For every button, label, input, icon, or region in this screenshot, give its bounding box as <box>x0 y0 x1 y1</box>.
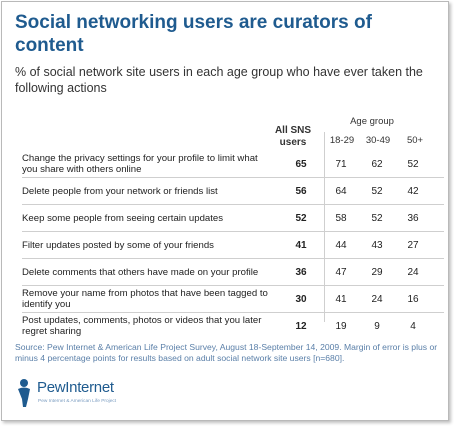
cell-50-plus: 27 <box>407 239 419 251</box>
cell-all-users: 65 <box>295 158 307 170</box>
cell-18-29: 44 <box>335 239 347 251</box>
cell-all-users: 30 <box>295 293 307 305</box>
chart-title: Social networking users are curators of … <box>15 12 372 56</box>
table-row: Remove your name from photos that have b… <box>22 286 444 313</box>
cell-30-49: 24 <box>371 293 383 305</box>
cell-30-49: 43 <box>371 239 383 251</box>
cell-all-users: 36 <box>295 266 307 278</box>
table-row: Delete comments that others have made on… <box>22 259 444 286</box>
table-row: Filter updates posted by some of your fr… <box>22 232 444 259</box>
cell-all-users: 41 <box>295 239 307 251</box>
cell-all-users: 12 <box>295 320 307 332</box>
cell-30-49: 9 <box>374 320 380 332</box>
cell-30-49: 52 <box>371 212 383 224</box>
column-header-18-29: 18-29 <box>329 135 355 146</box>
cell-all-users: 56 <box>295 185 307 197</box>
table-row: Change the privacy settings for your pro… <box>22 151 444 178</box>
cell-18-29: 19 <box>335 320 347 332</box>
cell-18-29: 58 <box>335 212 347 224</box>
cell-50-plus: 24 <box>407 266 419 278</box>
cell-18-29: 41 <box>335 293 347 305</box>
pew-internet-logo: PewInternet Pew Internet & American Life… <box>15 377 155 413</box>
row-label: Remove your name from photos that have b… <box>22 288 268 310</box>
column-header-30-49: 30-49 <box>365 135 391 146</box>
row-label: Delete people from your network or frien… <box>22 185 218 197</box>
logo-name: PewInternet <box>37 379 114 396</box>
row-label: Delete comments that others have made on… <box>22 266 259 278</box>
column-header-all: All SNS users <box>274 125 312 148</box>
row-label: Post updates, comments, photos or videos… <box>22 315 262 337</box>
cell-all-users: 52 <box>295 212 307 224</box>
chart-subtitle: % of social network site users in each a… <box>15 65 423 95</box>
column-divider <box>324 132 325 322</box>
cell-50-plus: 42 <box>407 185 419 197</box>
cell-50-plus: 36 <box>407 212 419 224</box>
cell-30-49: 52 <box>371 185 383 197</box>
table-row: Post updates, comments, photos or videos… <box>22 313 444 339</box>
cell-18-29: 64 <box>335 185 347 197</box>
cell-30-49: 29 <box>371 266 383 278</box>
cell-18-29: 47 <box>335 266 347 278</box>
table-row: Delete people from your network or frien… <box>22 178 444 205</box>
age-group-header: Age group <box>350 116 394 127</box>
person-icon <box>18 379 30 407</box>
row-label: Filter updates posted by some of your fr… <box>22 239 214 251</box>
cell-18-29: 71 <box>335 158 347 170</box>
cell-30-49: 62 <box>371 158 383 170</box>
table-row: Keep some people from seeing certain upd… <box>22 205 444 232</box>
chart-frame: Social networking users are curators of … <box>1 1 449 421</box>
cell-50-plus: 16 <box>407 293 419 305</box>
row-label: Keep some people from seeing certain upd… <box>22 212 224 224</box>
source-note: Source: Pew Internet & American Life Pro… <box>15 342 438 363</box>
cell-50-plus: 4 <box>410 320 416 332</box>
column-header-50-plus: 50+ <box>406 135 424 146</box>
cell-50-plus: 52 <box>407 158 419 170</box>
row-label: Change the privacy settings for your pro… <box>22 153 258 175</box>
logo-tagline: Pew Internet & American Life Project <box>38 399 117 404</box>
